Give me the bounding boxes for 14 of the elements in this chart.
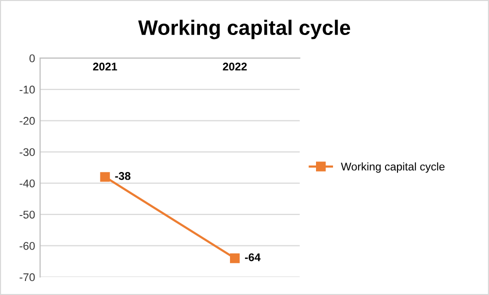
legend-label: Working capital cycle (340, 162, 445, 173)
y-tick-label: -60 (20, 242, 35, 250)
y-tick-label: -50 (20, 210, 35, 219)
chart-title: Working capital cycle (138, 20, 350, 40)
data-label: -64 (245, 253, 261, 262)
y-tick-label: -10 (20, 86, 35, 94)
x-tick-label: 2022 (222, 62, 247, 70)
y-tick-label: -30 (20, 148, 35, 156)
y-tick-label: -40 (20, 179, 35, 188)
y-tick-label: -20 (20, 116, 35, 125)
y-tick-label: -70 (20, 273, 35, 282)
y-tick-label: 0 (29, 54, 35, 62)
data-label: -38 (115, 172, 130, 180)
x-tick-label: 2021 (93, 62, 118, 70)
